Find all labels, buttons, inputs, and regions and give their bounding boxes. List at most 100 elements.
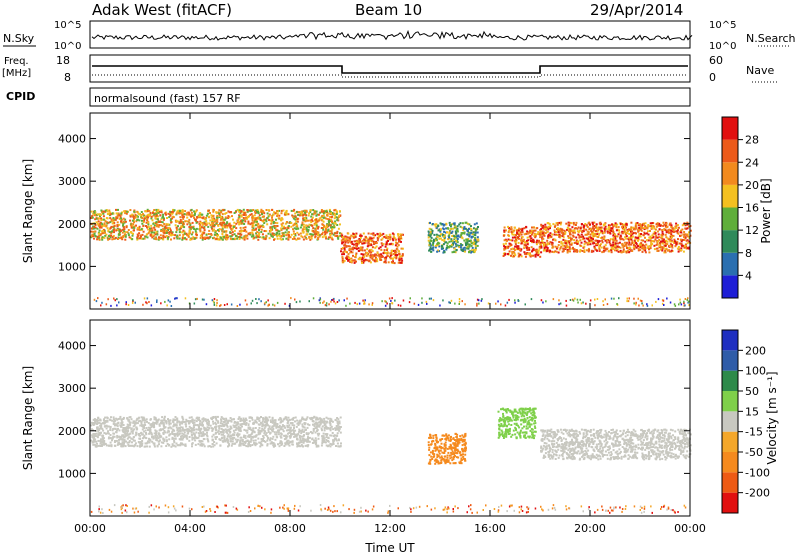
data-cell xyxy=(175,226,178,229)
data-cell xyxy=(336,224,339,226)
data-cell xyxy=(252,224,255,227)
data-cell xyxy=(617,250,620,253)
data-cell xyxy=(320,227,323,229)
data-cell xyxy=(462,247,465,250)
data-cell xyxy=(398,250,400,253)
data-cell xyxy=(318,425,321,428)
data-cell xyxy=(243,223,246,225)
data-cell xyxy=(168,226,171,229)
data-cell xyxy=(450,245,453,248)
data-cell xyxy=(317,231,320,234)
data-cell xyxy=(379,246,382,249)
data-cell xyxy=(440,246,443,249)
data-cell xyxy=(184,210,187,213)
data-cell xyxy=(670,226,673,229)
data-cell xyxy=(190,208,193,211)
data-cell xyxy=(659,244,662,246)
data-cell xyxy=(217,224,220,227)
data-cell xyxy=(535,243,538,246)
data-cell xyxy=(274,433,277,436)
data-cell xyxy=(588,221,591,224)
data-cell xyxy=(662,224,665,227)
data-cell xyxy=(321,218,324,221)
data-cell xyxy=(685,233,688,236)
data-cell xyxy=(220,433,223,436)
data-cell xyxy=(463,250,466,253)
data-cell xyxy=(181,213,184,216)
data-cell xyxy=(268,219,271,221)
data-cell xyxy=(224,233,227,236)
data-cell xyxy=(116,221,119,224)
data-cell xyxy=(616,245,619,248)
data-cell xyxy=(120,213,123,216)
data-cell xyxy=(172,210,175,213)
data-cell xyxy=(253,236,256,239)
data-cell xyxy=(637,238,640,241)
data-cell xyxy=(445,248,448,251)
data-cell xyxy=(537,231,540,234)
data-cell xyxy=(165,223,168,226)
data-cell xyxy=(299,211,302,214)
data-cell xyxy=(474,247,477,250)
data-cell xyxy=(236,440,239,442)
data-cell xyxy=(505,242,507,245)
data-cell xyxy=(647,224,650,226)
data-cell xyxy=(170,211,173,214)
data-cell xyxy=(670,229,673,232)
data-cell xyxy=(514,254,517,257)
data-cell xyxy=(431,229,434,232)
data-cell xyxy=(317,234,319,237)
data-cell xyxy=(665,223,668,226)
data-cell xyxy=(617,233,620,236)
data-cell xyxy=(270,222,273,225)
data-cell xyxy=(109,425,112,428)
data-cell xyxy=(674,245,677,248)
data-cell xyxy=(524,252,526,255)
data-cell xyxy=(385,234,388,237)
noise-cell xyxy=(216,299,218,302)
data-cell xyxy=(559,228,562,231)
data-cell xyxy=(297,424,300,426)
data-cell xyxy=(309,238,312,241)
data-cell xyxy=(657,240,660,243)
data-cell xyxy=(439,237,442,240)
data-cell xyxy=(236,427,239,430)
data-cell xyxy=(675,241,678,243)
data-cell xyxy=(631,235,634,238)
data-cell xyxy=(614,244,617,247)
data-cell xyxy=(427,230,430,233)
data-cell xyxy=(432,243,434,246)
data-cell xyxy=(571,226,574,229)
noise-cell xyxy=(211,299,214,302)
data-cell xyxy=(459,225,462,228)
data-cell xyxy=(282,227,285,230)
data-cell xyxy=(448,231,451,234)
noise-cell xyxy=(604,298,606,301)
data-cell xyxy=(250,213,253,216)
data-cell xyxy=(93,211,96,214)
data-cell xyxy=(515,248,518,251)
data-cell xyxy=(202,236,204,239)
noise-cell xyxy=(174,297,176,300)
data-cell xyxy=(122,224,124,227)
data-cell xyxy=(387,240,389,242)
data-cell xyxy=(101,236,104,239)
data-cell xyxy=(155,422,158,425)
data-cell xyxy=(401,253,404,256)
data-cell xyxy=(202,417,205,420)
data-cell xyxy=(517,241,520,244)
colorbar-tick-label: 4 xyxy=(745,269,752,282)
data-cell xyxy=(217,229,219,232)
data-cell xyxy=(633,248,636,251)
data-cell xyxy=(97,416,100,419)
data-cell xyxy=(666,237,669,240)
data-cell xyxy=(207,225,210,228)
data-cell xyxy=(202,227,205,229)
data-cell xyxy=(452,242,455,245)
data-cell xyxy=(503,229,506,232)
data-cell xyxy=(455,239,457,242)
data-cell xyxy=(181,432,184,435)
data-cell xyxy=(361,249,364,252)
data-cell xyxy=(467,227,470,230)
data-cell xyxy=(634,231,636,234)
